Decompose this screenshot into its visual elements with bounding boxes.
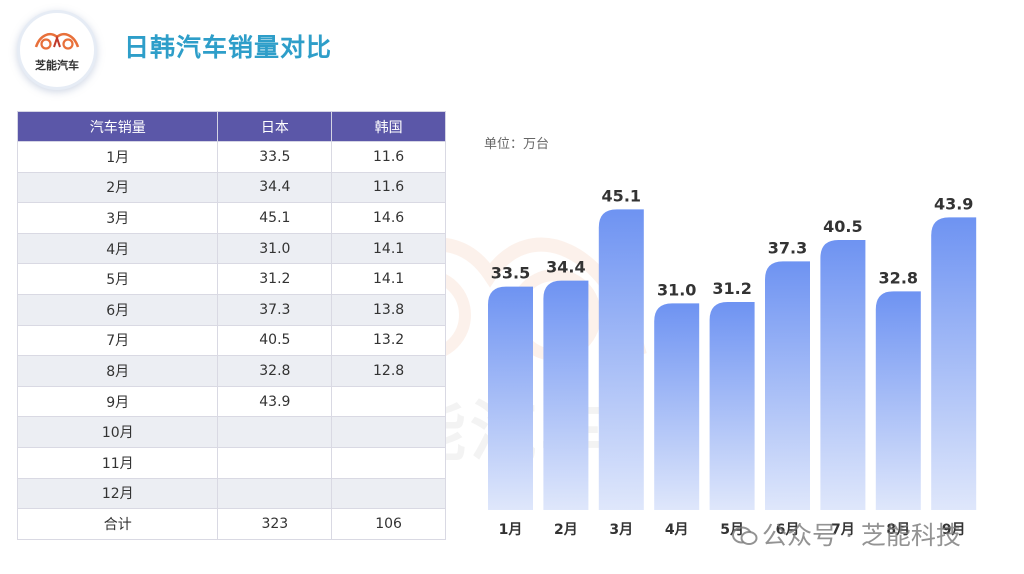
bar-3月 [598,209,644,511]
table-cell: 10月 [16,416,219,448]
page-title: 日韩汽车销量对比 [124,33,333,62]
table-cell: 32.8 [217,355,333,387]
x-tick-label: 3月 [609,522,633,538]
table-cell: 31.2 [217,263,333,295]
table-cell: 45.1 [217,202,333,234]
column-header: 日本 [217,111,333,142]
table-row: 5月 31.2 14.1 [16,263,446,295]
table-cell [217,446,333,479]
bar-2月 [543,280,589,510]
x-tick-label: 4月 [665,522,689,538]
table-row: 8月 32.8 12.8 [16,355,446,387]
table-cell: 合计 [16,508,219,540]
table-row: 11月 [16,446,446,479]
table-row: 7月 40.5 13.2 [16,324,446,357]
x-tick-label: 7月 [831,522,855,538]
table-cell: 323 [217,508,333,540]
column-header: 韩国 [331,111,446,142]
x-tick-label: 6月 [776,522,800,538]
bar-value-label: 37.3 [768,238,807,257]
wechat-icon [732,526,758,545]
bar-value-label: 32.8 [879,268,918,287]
bar-value-label: 31.0 [657,280,696,299]
x-tick-label: 5月 [720,522,744,538]
sales-table: 汽车销量 日本 韩国 1月 33.5 11.6 2月 34.4 11.6 3月 … [16,111,446,540]
table-row: 9月 43.9 [16,385,446,418]
table-row: 4月 31.0 14.1 [16,232,446,265]
table-cell: 3月 [16,202,219,234]
bar-value-label: 43.9 [934,194,973,213]
table-cell: 14.1 [331,263,446,295]
header-band [0,0,1024,88]
table-header-row: 汽车销量 日本 韩国 [16,111,446,142]
x-tick-label: 8月 [886,522,910,538]
table-cell: 11.6 [331,141,446,173]
table-cell: 8月 [16,355,219,387]
table-cell: 11月 [16,446,219,479]
table-row: 2月 34.4 11.6 [16,171,446,204]
bar-6月 [765,261,810,510]
table-row: 12月 [16,477,446,510]
bar-value-label: 45.1 [602,186,641,205]
table-cell: 40.5 [217,324,333,357]
table-row: 6月 37.3 13.8 [16,293,446,326]
brand-logo: 芝能汽车 [17,10,97,90]
table-cell: 14.1 [331,232,446,265]
bar-8月 [875,291,921,510]
logo-text: 芝能汽车 [35,59,79,72]
table-cell [331,416,446,448]
table-cell [331,446,446,479]
table-cell: 4月 [16,232,219,265]
table-cell: 37.3 [217,293,333,326]
table-row: 10月 [16,416,446,448]
x-tick-label: 9月 [942,522,966,538]
bar-value-label: 31.2 [712,279,751,298]
bar-value-label: 33.5 [491,264,530,283]
unit-label: 单位：万台 [484,137,550,152]
table-cell: 31.0 [217,232,333,265]
table-cell: 5月 [16,263,219,295]
footer-watermark: 公众号 · 芝能科技 [732,516,961,552]
bar-1月 [488,286,533,510]
table-cell [331,477,446,510]
table-cell [331,385,446,418]
table-cell: 14.6 [331,202,446,234]
bar-value-label: 40.5 [823,217,862,236]
table-cell: 12.8 [331,355,446,387]
x-tick-label: 2月 [554,522,578,538]
bar-value-label: 34.4 [546,258,585,277]
car-logo-icon [34,33,80,50]
table-cell: 34.4 [217,171,333,204]
table-cell: 2月 [16,171,219,204]
bar-4月 [654,303,700,510]
bar-chart: 33.5 1月 34.4 2月 45.1 3月 31.0 4月 31.2 5月 37.3 6月 40.5… [488,186,977,538]
table-cell: 1月 [16,141,219,173]
table-cell: 43.9 [217,385,333,418]
table-total-row: 合计 323 106 [16,508,446,540]
bar-9月 [931,217,977,511]
x-tick-label: 1月 [499,522,523,538]
table-cell: 13.8 [331,293,446,326]
table-row: 3月 45.1 14.6 [16,202,446,234]
table-cell: 12月 [16,477,219,510]
table-cell: 7月 [16,324,219,357]
bar-5月 [709,302,755,510]
table-cell: 13.2 [331,324,446,357]
table-row: 1月 33.5 11.6 [16,141,446,173]
column-header: 汽车销量 [16,111,219,142]
table-cell: 11.6 [331,171,446,204]
table-cell: 106 [331,508,446,540]
table-cell [217,477,333,510]
table-cell: 33.5 [217,141,333,173]
table-cell: 6月 [16,293,219,326]
bar-7月 [820,240,866,510]
footer-watermark-text: 公众号 · 芝能科技 [762,521,961,550]
table-cell: 9月 [16,385,219,418]
table-cell [217,416,333,448]
